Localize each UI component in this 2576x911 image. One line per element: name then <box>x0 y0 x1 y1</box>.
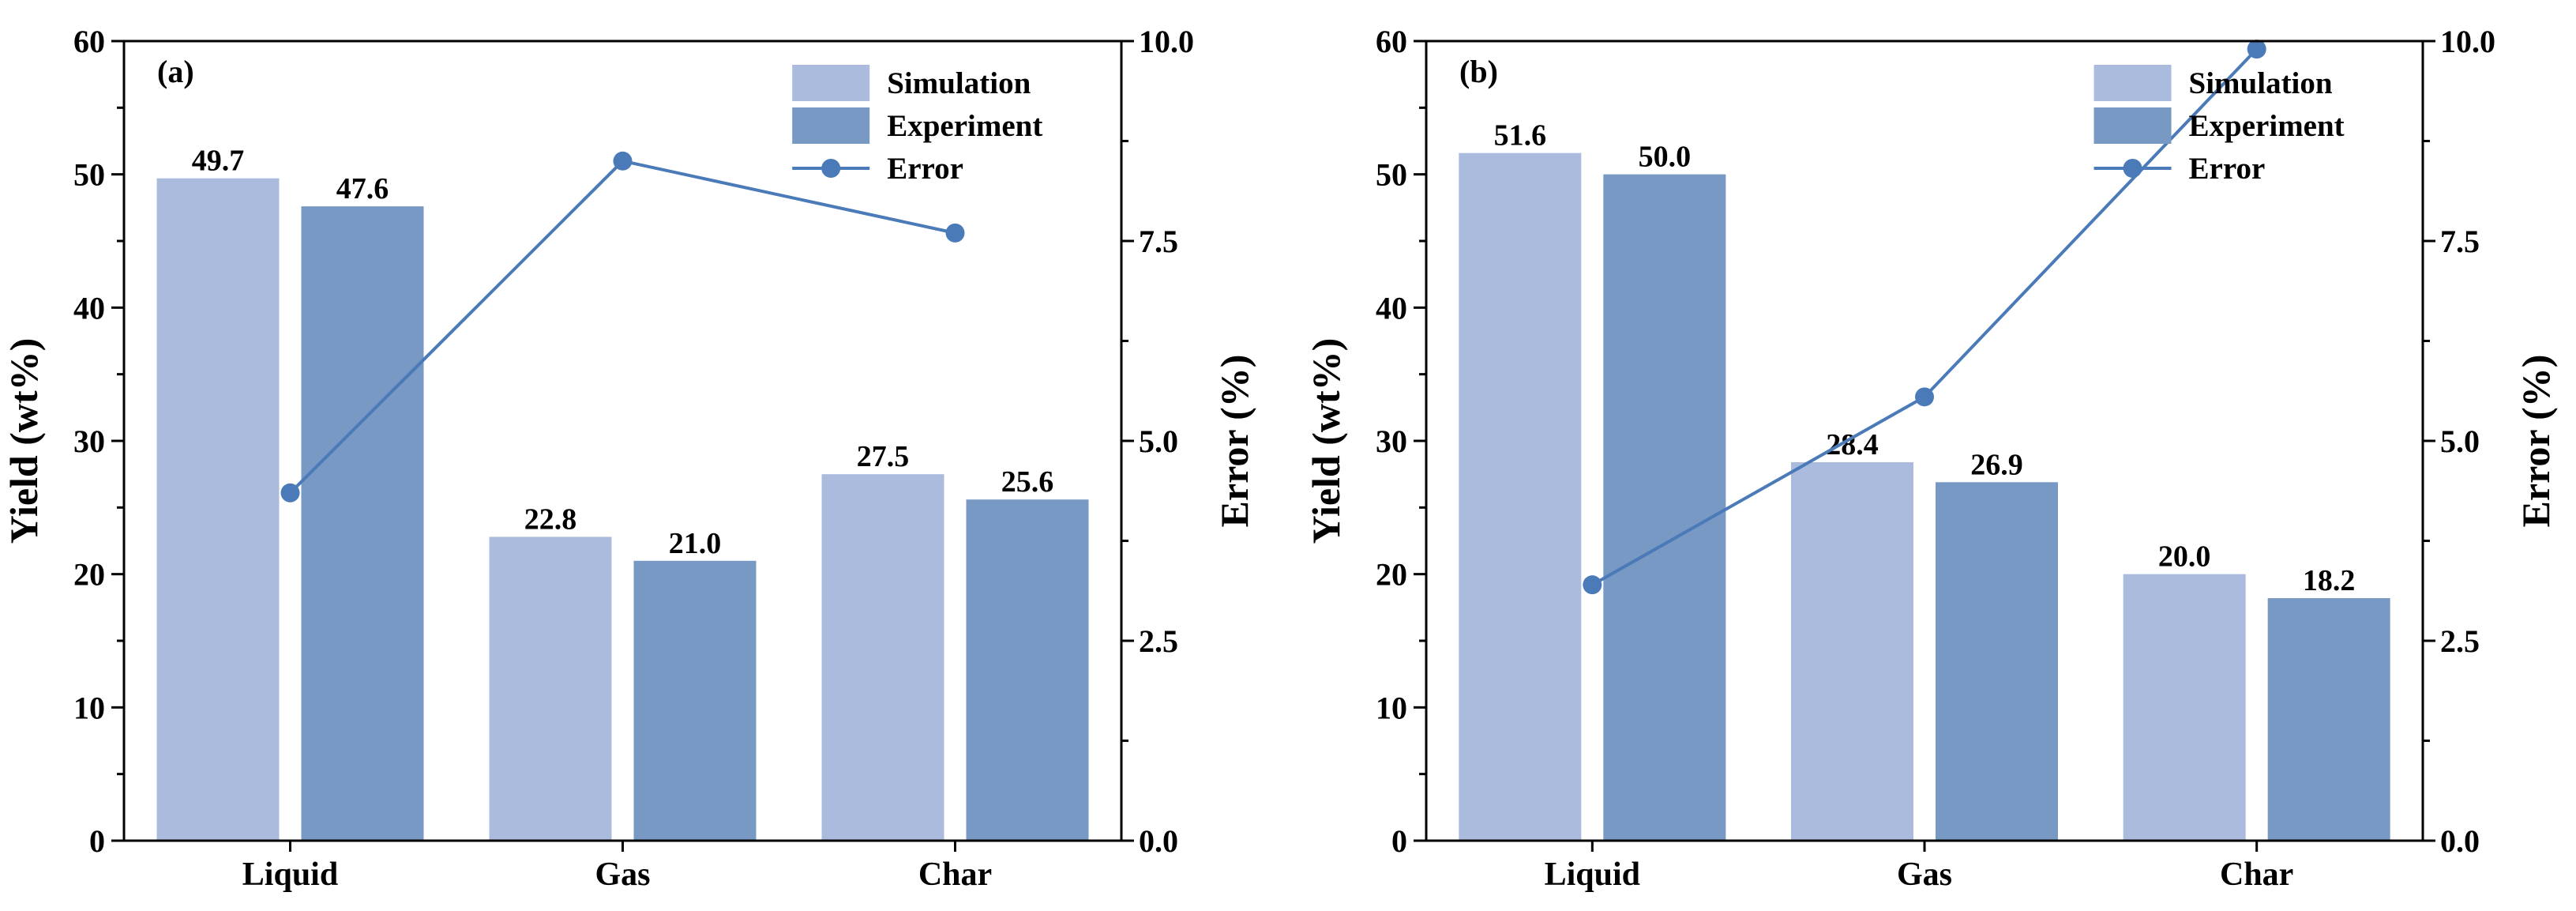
y2-tick-label: 0.0 <box>1139 823 1178 859</box>
y-tick-label: 0 <box>89 823 105 859</box>
bar-simulation-liquid <box>1459 152 1582 841</box>
y-tick-label: 30 <box>73 424 105 459</box>
y-tick-label: 50 <box>73 157 105 193</box>
error-point-liquid <box>280 483 300 503</box>
y-axis-title: Yield (wt%) <box>2 338 46 544</box>
data-label-simulation-liquid: 49.7 <box>192 145 245 178</box>
bar-experiment-gas <box>1936 482 2058 841</box>
legend-label-error: Error <box>887 152 963 186</box>
data-label-simulation-gas: 22.8 <box>524 503 577 536</box>
x-tick-label-liquid: Liquid <box>242 856 338 893</box>
error-point-gas <box>613 151 633 171</box>
data-label-simulation-char: 20.0 <box>2158 540 2211 574</box>
bar-experiment-char <box>2267 598 2390 841</box>
chart-panel-b: 51.6 28.4 20.0 50.0 26.9 18.2 0 10 20 30 40 50 60 0.0… <box>1304 24 2558 893</box>
bar-experiment-gas <box>633 560 757 841</box>
bar-experiment-char <box>966 499 1089 841</box>
y-tick-label: 10 <box>1376 690 1407 725</box>
legend-swatch-simulation <box>792 65 870 101</box>
legend-label-simulation: Simulation <box>2189 66 2333 100</box>
legend-swatch-experiment <box>792 107 870 144</box>
bar-experiment-liquid <box>301 206 424 841</box>
bar-simulation-gas <box>489 536 612 841</box>
data-label-experiment-gas: 21.0 <box>669 527 722 560</box>
y2-tick-label: 7.5 <box>1139 224 1178 259</box>
y2-tick-label: 0.0 <box>2440 823 2480 859</box>
y-tick-label: 60 <box>73 24 105 59</box>
y-tick-label: 40 <box>73 290 105 326</box>
legend-marker-error <box>821 159 841 178</box>
y-tick-label: 30 <box>1376 424 1407 459</box>
y2-tick-label: 10.0 <box>2440 24 2495 59</box>
data-label-simulation-char: 27.5 <box>857 440 910 473</box>
y-tick-label: 20 <box>73 557 105 593</box>
y2-tick-label: 5.0 <box>2440 424 2480 459</box>
data-label-experiment-char: 18.2 <box>2303 564 2356 597</box>
x-tick-label-char: Char <box>918 856 992 893</box>
y2-tick-label: 10.0 <box>1139 24 1194 59</box>
y2-tick-label: 2.5 <box>1139 623 1178 659</box>
y-tick-label: 60 <box>1376 24 1407 59</box>
x-tick-label-char: Char <box>2220 856 2293 893</box>
bar-simulation-char <box>821 474 944 841</box>
panel-label: (a) <box>157 54 194 89</box>
bar-simulation-char <box>2123 574 2246 841</box>
data-label-experiment-liquid: 50.0 <box>1639 141 1692 174</box>
y-tick-label: 40 <box>1376 290 1407 326</box>
data-label-experiment-gas: 26.9 <box>1970 448 2023 481</box>
x-tick-label-gas: Gas <box>595 856 650 893</box>
y2-axis-title: Error (%) <box>1212 355 1256 528</box>
legend-label-experiment: Experiment <box>2189 109 2345 143</box>
y2-axis-title: Error (%) <box>2514 355 2558 528</box>
panel-label: (b) <box>1459 54 1498 89</box>
error-point-char <box>2247 40 2266 59</box>
y-axis-title: Yield (wt%) <box>1304 338 1348 544</box>
legend-marker-error <box>2123 159 2142 178</box>
bar-simulation-liquid <box>156 178 280 841</box>
y2-tick-label: 5.0 <box>1139 424 1178 459</box>
legend-label-error: Error <box>2189 152 2266 186</box>
legend-label-simulation: Simulation <box>887 66 1031 100</box>
error-point-liquid <box>1583 575 1602 595</box>
data-label-experiment-char: 25.6 <box>1001 465 1054 499</box>
y-tick-label: 20 <box>1376 557 1407 593</box>
data-label-experiment-liquid: 47.6 <box>336 172 389 205</box>
data-label-simulation-liquid: 51.6 <box>1494 119 1547 152</box>
legend-swatch-experiment <box>2093 107 2172 144</box>
error-point-gas <box>1915 387 1934 407</box>
bar-experiment-liquid <box>1603 174 1726 841</box>
y-tick-label: 10 <box>73 690 105 725</box>
y-tick-label: 0 <box>1391 823 1407 859</box>
y2-tick-label: 2.5 <box>2440 623 2480 659</box>
data-label-simulation-gas: 28.4 <box>1826 428 1879 461</box>
legend-swatch-simulation <box>2093 65 2172 101</box>
chart-panel-a: 49.7 22.8 27.5 47.6 21.0 25.6 0 10 20 30 40 50 60 0.0… <box>2 24 1256 893</box>
x-tick-label-liquid: Liquid <box>1545 856 1640 893</box>
x-tick-label-gas: Gas <box>1897 856 1952 893</box>
y2-tick-label: 7.5 <box>2440 224 2480 259</box>
legend-label-experiment: Experiment <box>887 109 1042 143</box>
error-point-char <box>945 223 965 243</box>
y-tick-label: 50 <box>1376 157 1407 193</box>
bar-simulation-gas <box>1791 461 1913 841</box>
